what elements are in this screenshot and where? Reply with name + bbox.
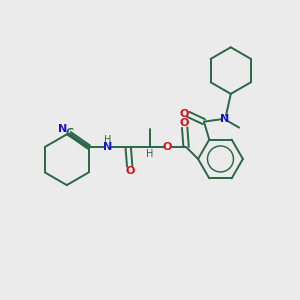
Text: O: O <box>179 109 189 119</box>
Text: H: H <box>103 135 111 146</box>
Text: O: O <box>163 142 172 152</box>
Text: O: O <box>125 166 134 176</box>
Text: O: O <box>180 118 189 128</box>
Text: C: C <box>65 128 73 138</box>
Text: N: N <box>220 114 229 124</box>
Text: N: N <box>103 142 112 152</box>
Text: N: N <box>58 124 68 134</box>
Text: H: H <box>146 148 154 159</box>
